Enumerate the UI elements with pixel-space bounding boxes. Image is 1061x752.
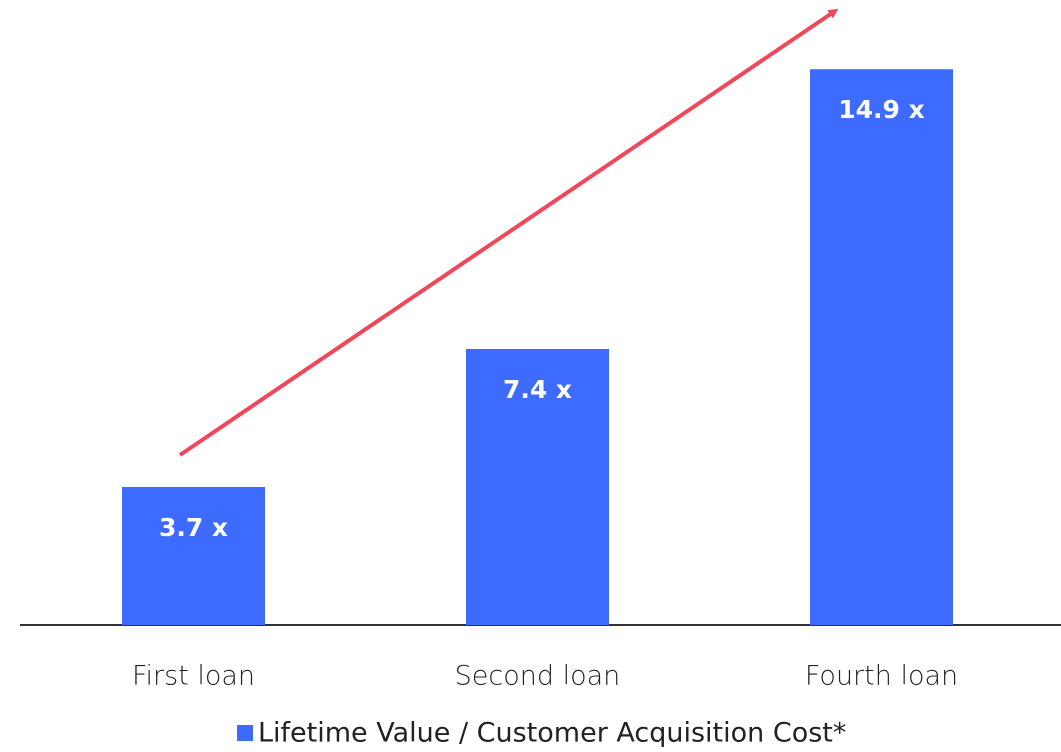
legend-label: Lifetime Value / Customer Acquisition Co… bbox=[258, 718, 846, 749]
value-label: 7.4 x bbox=[503, 375, 572, 404]
bar bbox=[122, 486, 265, 625]
x-tick-label: Second loan bbox=[455, 661, 621, 692]
legend-swatch bbox=[237, 725, 253, 741]
bar bbox=[810, 69, 953, 626]
value-label: 3.7 x bbox=[159, 513, 228, 542]
value-label: 14.9 x bbox=[838, 95, 925, 124]
trend-arrow bbox=[178, 8, 839, 457]
x-tick-label: Fourth loan bbox=[805, 661, 958, 692]
bar bbox=[466, 348, 609, 625]
x-tick-label: First loan bbox=[132, 661, 255, 692]
